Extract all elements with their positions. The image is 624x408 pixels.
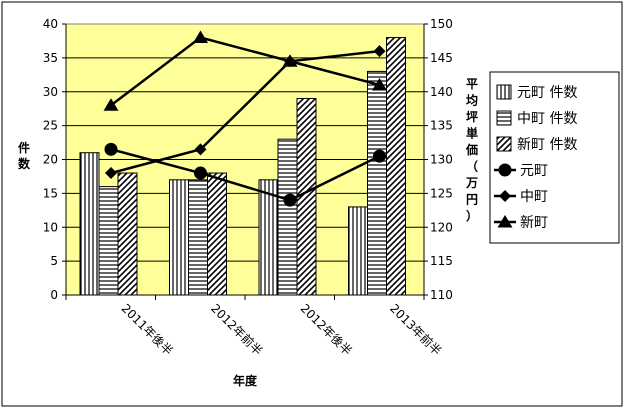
- bars-layer: [79, 37, 406, 296]
- legend-label: 新町 件数: [517, 137, 577, 153]
- bar: [386, 37, 406, 296]
- line-point: [103, 98, 119, 111]
- y2-tick-label: 135: [430, 119, 453, 133]
- y-tick-label: 25: [43, 119, 58, 133]
- y-tick-label: 30: [43, 85, 58, 99]
- y2-tick-label: 125: [430, 186, 453, 200]
- bar: [117, 172, 138, 296]
- legend-swatch: [496, 136, 512, 152]
- legend-swatch: [496, 84, 512, 100]
- y-axis-title: 件数: [18, 140, 31, 171]
- legend-swatch: [496, 110, 512, 126]
- bar: [79, 152, 100, 296]
- y-tick-label: 35: [43, 51, 58, 65]
- y-tick-label: 40: [43, 17, 58, 31]
- line-point: [194, 143, 207, 156]
- bar: [98, 186, 119, 296]
- series-line: [110, 36, 380, 107]
- legend-label: 元町 件数: [517, 85, 577, 101]
- legend-label: 中町 件数: [517, 111, 577, 127]
- x-axis-title: 年度: [233, 373, 258, 388]
- bar: [277, 138, 298, 296]
- y2-tick-label: 150: [430, 17, 453, 31]
- y-tick-label: 10: [43, 220, 58, 234]
- bar: [367, 70, 387, 296]
- legend-label: 中町: [520, 189, 548, 205]
- line-point: [282, 54, 298, 67]
- y2-tick-label: 140: [430, 85, 453, 99]
- legend-box: [489, 71, 620, 244]
- line-point: [372, 77, 387, 91]
- y2-axis-title: 平均坪単価（万円）: [465, 77, 478, 223]
- bar: [296, 98, 317, 296]
- legend-label: 新町: [520, 215, 548, 231]
- lines-layer: [103, 30, 387, 207]
- line-point: [194, 166, 207, 180]
- y2-tick-label: 120: [430, 220, 453, 234]
- legend-marker: [499, 190, 511, 202]
- y2-tick-label: 115: [430, 254, 453, 268]
- bar: [188, 179, 208, 296]
- line-point: [373, 149, 386, 163]
- legend-label: 元町: [520, 163, 548, 179]
- y-tick-label: 5: [50, 254, 58, 268]
- y2-tick-label: 110: [430, 288, 453, 302]
- bar: [207, 172, 227, 296]
- y-tick-label: 15: [43, 186, 58, 200]
- series-line: [110, 49, 380, 175]
- legend-marker: [497, 215, 513, 228]
- bar: [169, 179, 189, 296]
- y2-tick-label: 130: [430, 153, 453, 167]
- y-tick-label: 0: [50, 288, 58, 302]
- line-point: [105, 167, 117, 180]
- line-point: [283, 193, 297, 207]
- bar: [348, 206, 368, 296]
- line-point: [373, 45, 386, 58]
- y-tick-label: 20: [43, 153, 58, 167]
- y2-tick-label: 145: [430, 51, 453, 65]
- bar: [258, 179, 279, 296]
- line-point: [104, 142, 118, 156]
- legend-marker: [498, 163, 512, 177]
- line-point: [193, 30, 208, 44]
